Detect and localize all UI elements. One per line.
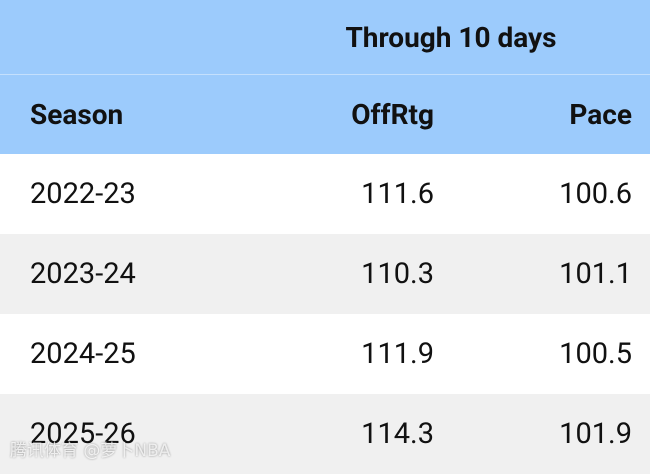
table-row: 2025-26 114.3 101.9 bbox=[0, 394, 650, 474]
table-cell: 100.5 bbox=[559, 337, 632, 371]
column-header: Pace bbox=[569, 98, 632, 131]
table-cell: 100.6 bbox=[559, 177, 632, 211]
table-cell: 111.6 bbox=[361, 177, 434, 211]
table-cell: 2022-23 bbox=[30, 177, 136, 211]
column-header: OffRtg bbox=[351, 98, 434, 131]
table-cell: 114.3 bbox=[361, 417, 434, 451]
table-cell: 101.9 bbox=[559, 417, 632, 451]
table-row: 2023-24 110.3 101.1 bbox=[0, 234, 650, 314]
table-row: 2022-23 111.6 100.6 bbox=[0, 154, 650, 234]
table-cell: 110.3 bbox=[361, 257, 434, 291]
table-cell: 2024-25 bbox=[30, 337, 136, 371]
table-cell: 111.9 bbox=[361, 337, 434, 371]
group-header-row: Through 10 days bbox=[0, 0, 650, 75]
table-cell: 2025-26 bbox=[30, 417, 136, 451]
group-header: Through 10 days bbox=[345, 20, 557, 54]
watermark: 腾讯体育 @萝卜NBA bbox=[10, 441, 171, 461]
table-cell: 2023-24 bbox=[30, 257, 136, 291]
table-row: 2024-25 111.9 100.5 bbox=[0, 314, 650, 394]
column-header: Season bbox=[30, 98, 124, 131]
header-row: Season OffRtg Pace bbox=[0, 75, 650, 154]
table-cell: 101.1 bbox=[559, 257, 632, 291]
